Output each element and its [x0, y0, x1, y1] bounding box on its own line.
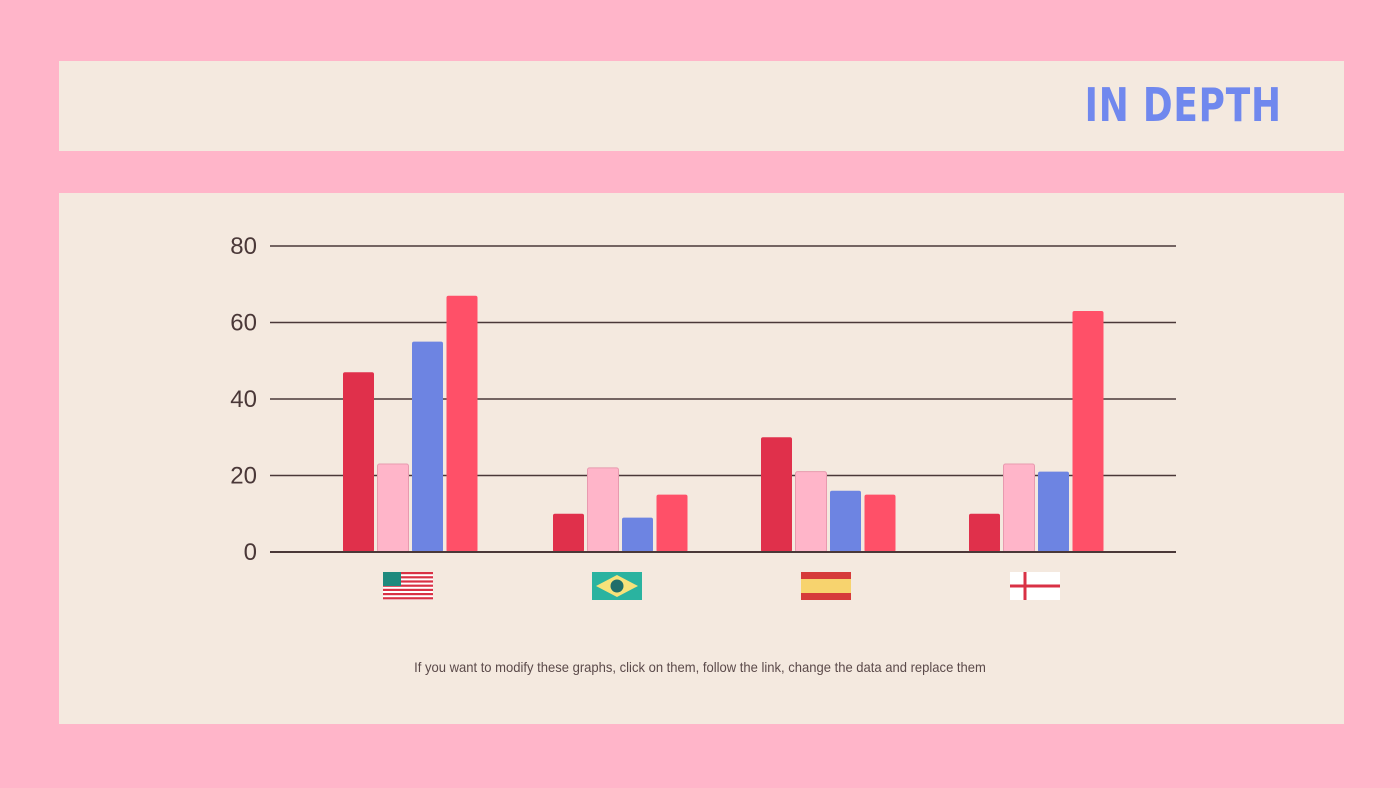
spain-flag-icon — [801, 572, 851, 600]
bar — [446, 295, 478, 552]
chart-panel: 0 20 40 60 80 If you want to modify these gr… — [59, 193, 1344, 724]
bar — [795, 471, 827, 553]
bar — [553, 513, 584, 552]
bar — [622, 517, 653, 552]
bar — [864, 494, 896, 552]
bar — [969, 513, 1000, 552]
usa-flag-icon — [383, 572, 433, 600]
bar — [412, 341, 443, 552]
bar — [343, 372, 374, 552]
bar — [761, 437, 792, 552]
bar — [830, 490, 861, 552]
brazil-flag-icon — [592, 572, 642, 600]
england-flag-icon — [1010, 572, 1060, 600]
page-title: IN DEPTH — [1084, 78, 1282, 132]
chart-caption: If you want to modify these graphs, clic… — [414, 659, 986, 675]
y-tick-label: 0 — [244, 539, 257, 566]
bar — [587, 467, 619, 553]
y-tick-label: 60 — [230, 310, 257, 337]
bar-chart[interactable]: 0 20 40 60 80 — [59, 193, 1344, 643]
bar — [1072, 311, 1104, 552]
bar — [1038, 471, 1069, 552]
header-panel: IN DEPTH — [59, 61, 1344, 151]
bar — [377, 463, 409, 553]
y-tick-label: 20 — [230, 463, 257, 490]
y-tick-label: 80 — [230, 233, 257, 260]
bar — [1003, 463, 1035, 553]
y-tick-label: 40 — [230, 386, 257, 413]
bar — [656, 494, 688, 552]
